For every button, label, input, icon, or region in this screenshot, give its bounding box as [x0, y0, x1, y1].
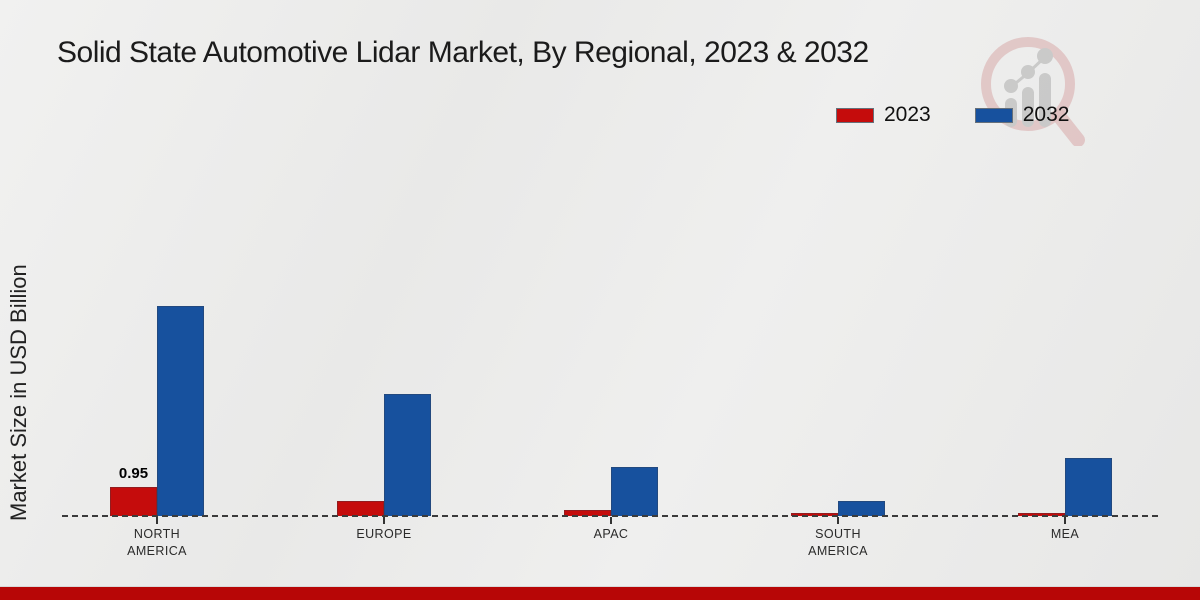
bar-2032-south-america — [838, 501, 885, 516]
legend-swatch-2032 — [974, 107, 1013, 123]
x-axis-tick — [156, 517, 158, 524]
legend-swatch-2023 — [836, 107, 874, 123]
x-axis-tick — [837, 517, 839, 524]
bar-2032-europe — [384, 394, 431, 516]
legend-label-2023: 2023 — [884, 103, 931, 126]
bar-2023-europe — [337, 501, 384, 516]
legend: 2023 2032 — [836, 103, 1069, 127]
bar-2023-south-america — [791, 513, 838, 516]
bar-2023-north-america — [110, 487, 157, 516]
bar-2023-mea — [1018, 513, 1065, 516]
legend-label-2032: 2032 — [1022, 103, 1070, 126]
x-axis-baseline — [62, 515, 1158, 517]
category-label-europe: EUROPE — [356, 527, 412, 541]
bar-2023-apac — [564, 510, 611, 516]
category-label-mea: MEA — [1050, 527, 1080, 541]
bar-2032-mea — [1065, 458, 1112, 516]
category-label-north-america: NORTH AMERICA — [127, 527, 187, 558]
legend-item-2032: 2032 — [974, 103, 1070, 127]
footer-accent-bar — [0, 586, 1200, 600]
bar-2032-north-america — [157, 306, 204, 516]
x-axis-tick — [610, 517, 612, 524]
bar-chart-magnifier-logo-icon — [981, 37, 1085, 146]
bar-2032-apac — [611, 467, 658, 516]
chart-title: Solid State Automotive Lidar Market, By … — [57, 36, 869, 69]
x-axis-tick — [383, 517, 385, 524]
x-axis-tick — [1064, 517, 1066, 524]
legend-item-2023: 2023 — [836, 103, 931, 127]
category-label-south-america: SOUTH AMERICA — [808, 527, 868, 558]
category-label-apac: APAC — [593, 527, 629, 541]
data-label-2023: 0.95 — [118, 465, 149, 482]
